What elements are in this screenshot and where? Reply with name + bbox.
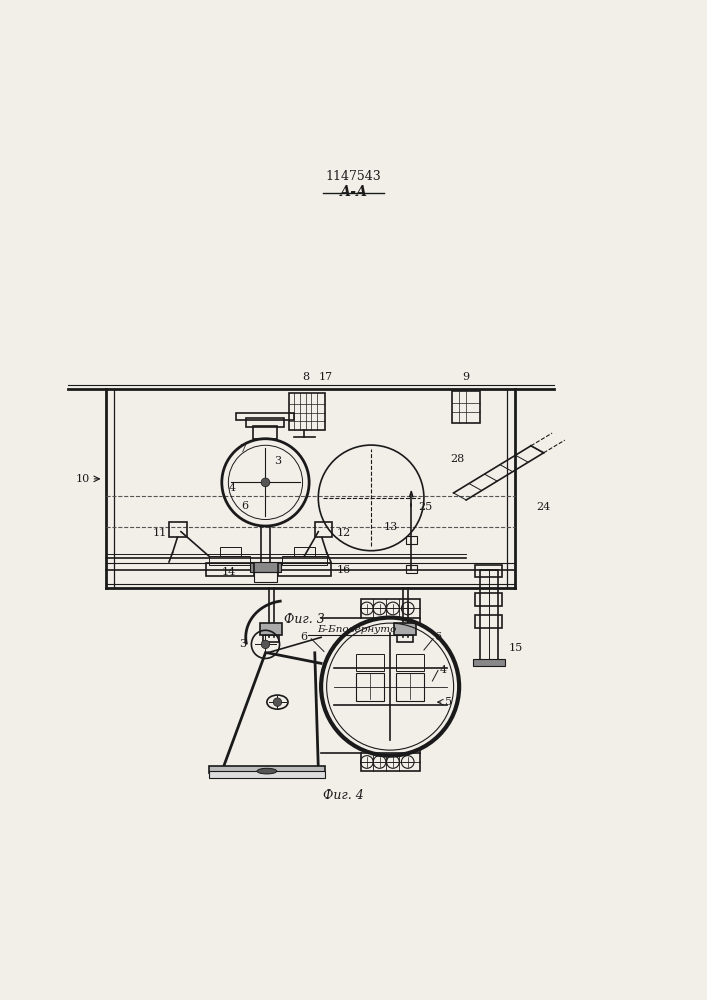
Ellipse shape: [257, 768, 276, 774]
Bar: [253, 426, 277, 439]
Text: 9: 9: [462, 372, 469, 382]
Bar: [397, 635, 413, 642]
Bar: [475, 615, 502, 628]
Bar: [361, 753, 421, 771]
Text: 5: 5: [445, 697, 452, 707]
Text: 4: 4: [440, 665, 447, 675]
Text: Б-Бповернуто: Б-Бповернуто: [317, 625, 397, 634]
Text: А-А: А-А: [339, 185, 368, 199]
Text: 14: 14: [222, 567, 236, 577]
Bar: [475, 593, 502, 606]
Bar: [246, 418, 284, 427]
Bar: [220, 547, 241, 556]
Bar: [361, 599, 421, 618]
Bar: [206, 563, 254, 576]
Text: 6: 6: [300, 632, 308, 642]
Text: 11: 11: [153, 528, 167, 538]
Bar: [236, 413, 293, 420]
Text: 12: 12: [337, 528, 351, 538]
Bar: [209, 766, 325, 773]
Text: Фиг. 3: Фиг. 3: [284, 613, 325, 626]
Bar: [315, 522, 332, 537]
Text: 4: 4: [229, 483, 236, 493]
Bar: [209, 556, 250, 565]
Circle shape: [261, 478, 270, 487]
Text: 28: 28: [450, 454, 465, 464]
Text: 3: 3: [239, 639, 246, 649]
Bar: [480, 570, 498, 662]
Bar: [255, 572, 276, 582]
Bar: [264, 635, 279, 642]
Text: 10: 10: [75, 474, 90, 484]
Bar: [250, 562, 281, 572]
Bar: [209, 771, 325, 778]
Text: 25: 25: [419, 502, 433, 512]
Bar: [293, 547, 315, 556]
Bar: [473, 659, 505, 666]
Bar: [356, 654, 385, 671]
Text: 13: 13: [384, 522, 398, 532]
Bar: [260, 623, 282, 635]
Text: 6: 6: [241, 501, 248, 511]
Text: 16: 16: [337, 565, 351, 575]
Bar: [396, 673, 424, 701]
Bar: [475, 565, 502, 577]
Bar: [281, 556, 327, 565]
Bar: [278, 563, 331, 576]
Bar: [406, 536, 417, 544]
Text: 8: 8: [302, 372, 309, 382]
Bar: [406, 565, 417, 573]
Bar: [396, 654, 424, 671]
Bar: [394, 623, 416, 635]
Text: 7: 7: [240, 444, 247, 454]
Bar: [169, 522, 187, 537]
Text: 3: 3: [274, 456, 281, 466]
Bar: [452, 391, 480, 423]
Text: 15: 15: [508, 643, 522, 653]
Text: 1147543: 1147543: [326, 170, 381, 183]
Text: 6: 6: [435, 632, 442, 642]
Bar: [288, 393, 325, 430]
Text: 24: 24: [537, 502, 551, 512]
Circle shape: [273, 698, 281, 706]
Text: Фиг. 4: Фиг. 4: [322, 789, 363, 802]
Text: 17: 17: [318, 372, 332, 382]
Bar: [356, 673, 385, 701]
Circle shape: [262, 640, 269, 649]
